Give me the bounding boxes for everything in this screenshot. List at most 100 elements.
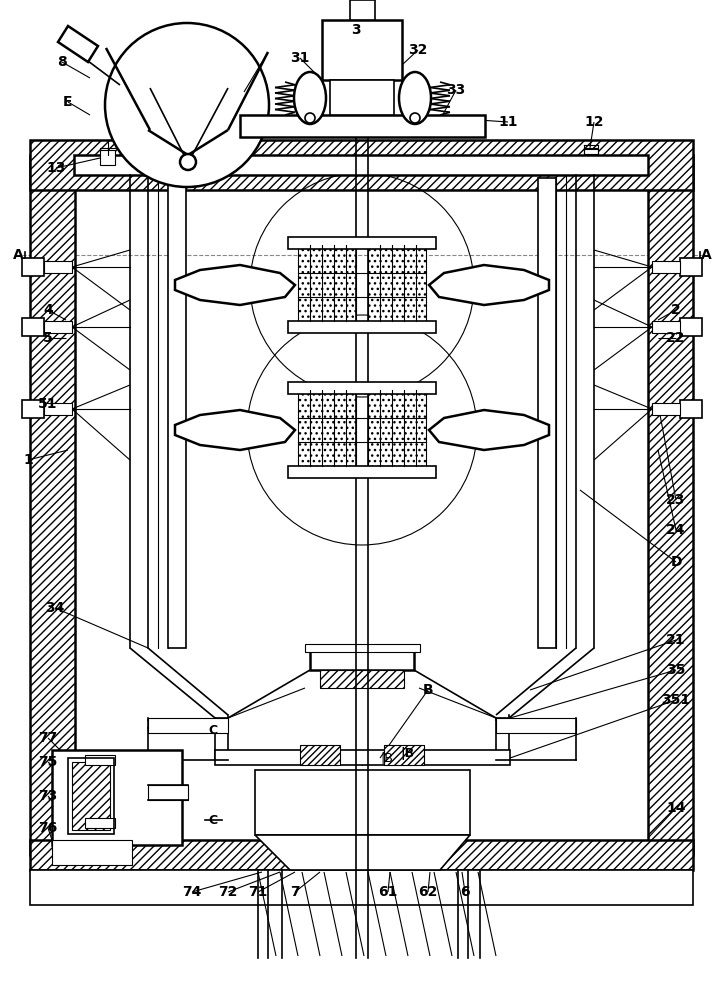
Bar	[22, 318, 44, 336]
Circle shape	[410, 113, 420, 123]
Text: 351: 351	[662, 693, 691, 707]
Polygon shape	[175, 265, 295, 305]
Bar	[305, 644, 420, 652]
Text: 2: 2	[671, 303, 681, 317]
Polygon shape	[255, 835, 470, 870]
Text: 73: 73	[38, 789, 58, 803]
Text: 76: 76	[38, 821, 58, 835]
Bar	[72, 762, 110, 830]
Text: 74: 74	[182, 885, 202, 899]
Bar	[100, 150, 115, 165]
Text: 5: 5	[43, 331, 53, 345]
Text: 3: 3	[351, 23, 361, 37]
Text: 8: 8	[57, 55, 67, 69]
Text: 77: 77	[38, 731, 58, 745]
Text: 71: 71	[248, 885, 268, 899]
Text: 1: 1	[23, 453, 33, 467]
Circle shape	[305, 113, 315, 123]
Text: 61: 61	[379, 885, 397, 899]
Bar	[320, 670, 404, 688]
Bar	[288, 466, 436, 478]
Bar	[240, 115, 485, 137]
Bar	[298, 390, 356, 470]
Bar	[22, 258, 44, 276]
Bar	[368, 245, 426, 325]
Bar	[85, 818, 115, 828]
Bar	[288, 382, 436, 394]
Bar	[288, 237, 436, 249]
Text: 14: 14	[666, 801, 686, 815]
Bar	[255, 770, 470, 835]
Text: 4: 4	[43, 303, 53, 317]
Bar	[538, 178, 556, 648]
Bar	[322, 20, 402, 80]
Circle shape	[180, 154, 196, 170]
Bar	[30, 140, 693, 190]
Text: C: C	[208, 724, 217, 736]
Circle shape	[105, 23, 269, 187]
Text: 24: 24	[666, 523, 686, 537]
Bar	[680, 318, 702, 336]
Ellipse shape	[294, 72, 326, 124]
Text: 33: 33	[447, 83, 466, 97]
Text: 6: 6	[460, 885, 470, 899]
Bar	[52, 840, 132, 865]
Text: 11: 11	[498, 115, 518, 129]
Text: |B: |B	[400, 748, 414, 760]
Bar	[384, 745, 424, 765]
Bar	[652, 321, 680, 333]
Bar	[680, 400, 702, 418]
Text: 22: 22	[666, 331, 686, 345]
Bar	[310, 648, 414, 670]
Bar	[52, 750, 182, 845]
Bar	[330, 80, 394, 115]
Text: |B: |B	[380, 752, 393, 764]
Bar	[22, 400, 44, 418]
Bar	[298, 245, 356, 325]
Text: 35: 35	[666, 663, 686, 677]
Polygon shape	[175, 410, 295, 450]
Bar	[300, 745, 340, 765]
Text: D: D	[670, 555, 682, 569]
Bar	[74, 155, 648, 175]
Bar	[30, 870, 693, 905]
Polygon shape	[429, 265, 549, 305]
Text: 7: 7	[290, 885, 300, 899]
Bar	[30, 840, 693, 870]
Text: 21: 21	[666, 633, 686, 647]
Bar	[168, 178, 186, 648]
Text: 72: 72	[219, 885, 237, 899]
Bar	[44, 321, 72, 333]
Bar	[288, 321, 436, 333]
Bar	[368, 390, 426, 470]
Bar	[652, 261, 680, 273]
Bar	[148, 718, 228, 733]
Text: 51: 51	[38, 397, 58, 411]
Bar	[85, 755, 115, 765]
Text: 32: 32	[408, 43, 428, 57]
Text: B: B	[423, 683, 433, 697]
Bar	[648, 155, 693, 855]
Bar	[584, 148, 598, 154]
Text: E: E	[63, 95, 72, 109]
Text: 13: 13	[46, 161, 66, 175]
Bar	[215, 750, 510, 765]
Bar	[652, 403, 680, 415]
Bar	[148, 785, 188, 800]
Text: 34: 34	[46, 601, 64, 615]
Text: 62: 62	[418, 885, 438, 899]
Ellipse shape	[399, 72, 431, 124]
Text: 75: 75	[38, 755, 58, 769]
Bar	[68, 758, 114, 834]
Bar	[680, 258, 702, 276]
Text: A: A	[701, 248, 712, 262]
Polygon shape	[429, 410, 549, 450]
Polygon shape	[58, 26, 98, 62]
Bar	[350, 0, 375, 20]
Bar	[44, 403, 72, 415]
Text: 23: 23	[666, 493, 686, 507]
Bar	[30, 155, 75, 855]
Text: 31: 31	[290, 51, 310, 65]
Bar	[44, 261, 72, 273]
Bar	[496, 718, 576, 733]
